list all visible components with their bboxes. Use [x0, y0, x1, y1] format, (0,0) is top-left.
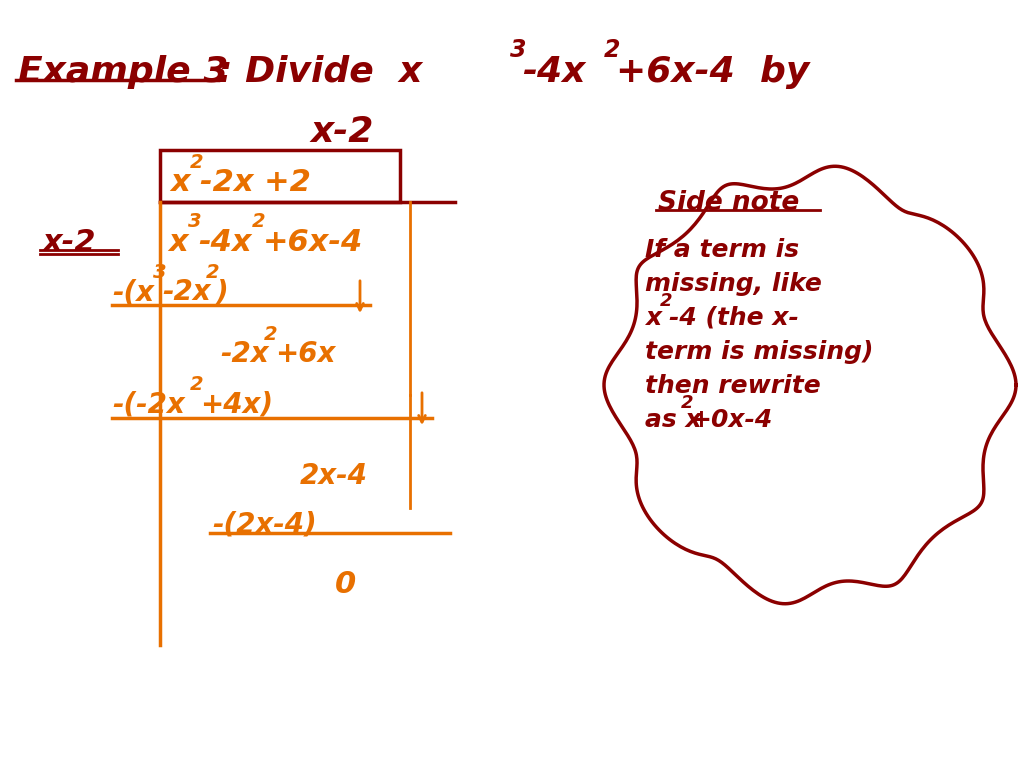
Text: as x: as x	[645, 408, 701, 432]
Text: 3: 3	[153, 263, 167, 282]
Text: 2: 2	[681, 394, 693, 412]
Text: : Divide  x: : Divide x	[218, 55, 422, 89]
Text: +4x): +4x)	[200, 390, 273, 418]
Text: x: x	[170, 168, 189, 197]
Text: 2: 2	[190, 375, 204, 394]
Text: -4 (the x-: -4 (the x-	[669, 306, 799, 330]
Text: If a term is: If a term is	[645, 238, 799, 262]
Text: -4x: -4x	[198, 228, 252, 257]
Text: -4x: -4x	[522, 55, 586, 89]
Text: missing, like: missing, like	[645, 272, 822, 296]
Text: 3: 3	[510, 38, 526, 62]
Text: +6x-4: +6x-4	[263, 228, 364, 257]
Text: -(-2x: -(-2x	[112, 390, 184, 418]
Text: Side note: Side note	[658, 190, 800, 216]
Text: 3: 3	[188, 212, 202, 231]
Text: 2x-4: 2x-4	[300, 462, 368, 490]
Text: 2: 2	[660, 292, 673, 310]
Text: x-2: x-2	[310, 115, 374, 149]
Text: 2: 2	[206, 263, 219, 282]
Text: ): )	[216, 278, 228, 306]
Text: -2x: -2x	[162, 278, 211, 306]
Text: -2x +2: -2x +2	[200, 168, 311, 197]
Bar	[160, 150, 400, 202]
Text: +6x-4  by: +6x-4 by	[616, 55, 809, 89]
Text: -2x: -2x	[220, 340, 268, 368]
Text: x: x	[168, 228, 187, 257]
Text: -(x: -(x	[112, 278, 154, 306]
Text: then rewrite: then rewrite	[645, 374, 821, 398]
Text: Example 3: Example 3	[18, 55, 228, 89]
Text: +6x: +6x	[275, 340, 336, 368]
Text: 2: 2	[264, 325, 278, 344]
Text: x: x	[645, 306, 662, 330]
Text: x-2: x-2	[42, 228, 95, 257]
Text: +0x-4: +0x-4	[690, 408, 772, 432]
Text: 2: 2	[252, 212, 265, 231]
Text: -(2x-4): -(2x-4)	[212, 510, 316, 538]
Text: 2: 2	[604, 38, 621, 62]
Text: 0: 0	[335, 570, 356, 599]
Text: 2: 2	[190, 153, 204, 172]
Text: term is missing): term is missing)	[645, 340, 873, 364]
